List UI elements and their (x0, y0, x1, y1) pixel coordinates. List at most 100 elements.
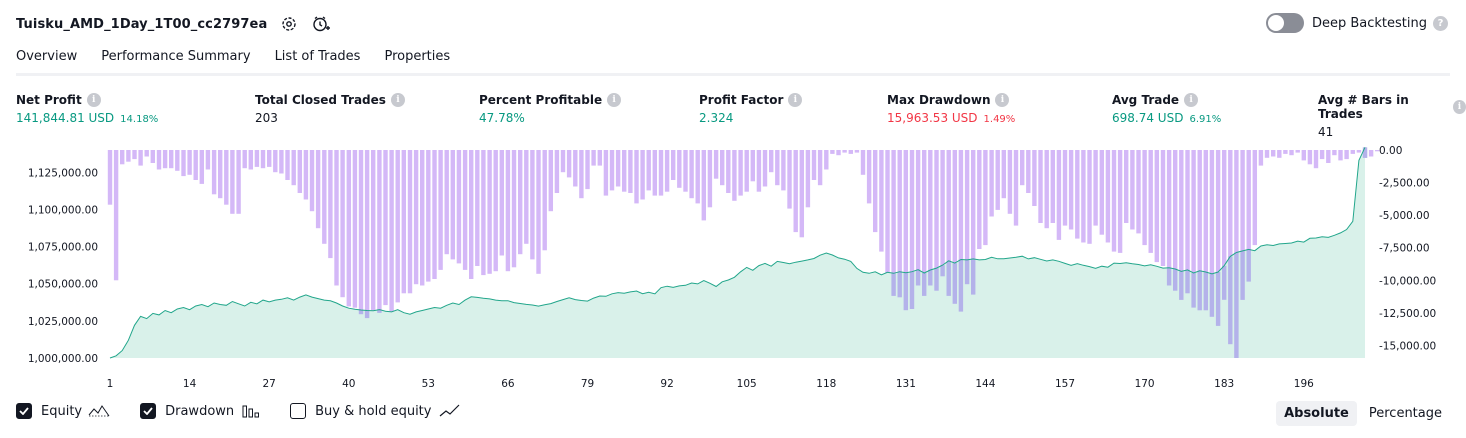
info-icon[interactable]: i (995, 93, 1010, 107)
drawdown-bar (591, 150, 596, 166)
metric-value: 698.74 USD (1112, 111, 1184, 125)
legend-buy-hold-equity[interactable]: Buy & hold equity (290, 403, 461, 419)
equity-checkbox[interactable] (16, 403, 32, 419)
tab-overview[interactable]: Overview (16, 48, 78, 76)
mode-absolute[interactable]: Absolute (1276, 401, 1357, 426)
drawdown-checkbox[interactable] (140, 403, 157, 419)
drawdown-tick-label: -5,000.00 (1379, 210, 1430, 222)
drawdown-bar (940, 150, 945, 277)
drawdown-bar (958, 150, 964, 312)
drawdown-bar (934, 150, 939, 291)
drawdown-bar (842, 150, 847, 153)
drawdown-bar (1105, 150, 1111, 243)
drawdown-bar (242, 150, 247, 169)
drawdown-bar (1179, 150, 1184, 300)
info-icon[interactable]: i (86, 93, 101, 107)
drawdown-bar (634, 150, 639, 204)
metric-label: Total Closed Trades (255, 93, 386, 107)
drawdown-bar (1252, 150, 1258, 246)
drawdown-bar (1001, 150, 1007, 199)
strategy-name: Tuisku_AMD_1Day_1T00_cc2797ea (16, 16, 268, 32)
metric-label: Avg # Bars in Trades (1318, 93, 1409, 121)
drawdown-bar-overlap (922, 273, 927, 296)
drawdown-bar (230, 150, 235, 214)
drawdown-bar (1332, 150, 1337, 156)
drawdown-bar (193, 150, 198, 180)
drawdown-bar (487, 150, 492, 274)
drawdown-bar (897, 150, 902, 298)
metric-net-profit: Net Profit i 141,844.81 USD 14.18% (16, 93, 158, 125)
drawdown-bar (169, 150, 174, 169)
drawdown-bar (1246, 150, 1251, 282)
info-icon[interactable]: i (1184, 93, 1199, 107)
drawdown-bar (836, 150, 841, 156)
equity-axis: 1,125,000.00 1,100,000.00 1,075,000.00 1,05… (28, 167, 98, 365)
drawdown-bar (420, 150, 425, 286)
equity-tick-label: 1,100,000.00 (28, 204, 98, 216)
drawdown-bar-overlap (946, 260, 951, 296)
info-icon[interactable]: i (1452, 100, 1466, 114)
drawdown-bar (701, 150, 707, 221)
tab-list-of-trades[interactable]: List of Trades (274, 49, 361, 64)
x-tick-label: 131 (896, 378, 916, 390)
drawdown-bar (1234, 150, 1239, 358)
drawdown-bar (371, 150, 376, 311)
drawdown-bar (652, 150, 658, 196)
drawdown-bar (1093, 150, 1098, 226)
legend-equity[interactable]: Equity (16, 403, 110, 419)
drawdown-bar (646, 150, 651, 191)
drawdown-bar (175, 150, 180, 171)
legend-drawdown[interactable]: Drawdown (140, 403, 260, 419)
settings-gear-icon[interactable] (279, 14, 299, 34)
drawdown-bar (885, 150, 890, 273)
drawdown-bar-overlap (1185, 269, 1190, 294)
metric-total-closed-trades: Total Closed Trades i 203 (255, 93, 405, 125)
drawdown-bar (438, 150, 443, 270)
tab-performance-summary[interactable]: Performance Summary (101, 49, 251, 64)
drawdown-tick-label: -15,000.00 (1379, 340, 1436, 352)
drawdown-bar-overlap (964, 259, 970, 285)
drawdown-bar-overlap (1197, 270, 1202, 311)
drawdown-bar (285, 150, 290, 180)
x-tick-label: 170 (1135, 378, 1155, 390)
drawdown-tick-label: -7,500.00 (1379, 243, 1430, 255)
drawdown-bar (1117, 150, 1123, 253)
metric-percent: 1.49% (983, 114, 1016, 125)
drawdown-bar (132, 150, 137, 160)
add-alert-clock-icon[interactable] (311, 14, 331, 34)
info-icon[interactable]: i (607, 93, 622, 107)
drawdown-bar (1209, 150, 1215, 317)
drawdown-bar (389, 150, 394, 312)
drawdown-bar (1344, 150, 1349, 160)
drawdown-bar (866, 150, 872, 204)
drawdown-bar (1044, 150, 1049, 229)
drawdown-bar (1356, 150, 1362, 153)
help-icon[interactable]: ? (1433, 15, 1448, 31)
drawdown-bar-overlap (909, 271, 915, 309)
metric-percent: 6.91% (1189, 114, 1222, 125)
drawdown-bar (291, 150, 296, 186)
drawdown-bar-overlap (1246, 249, 1251, 282)
info-icon[interactable]: i (390, 93, 405, 107)
equity-tick-label: 1,075,000.00 (28, 242, 98, 254)
drawdown-bar (566, 150, 572, 178)
drawdown-bar (989, 150, 994, 217)
drawdown-bar (1197, 150, 1202, 311)
drawdown-bar (1130, 150, 1135, 230)
mode-percentage[interactable]: Percentage (1368, 406, 1442, 421)
buy-hold-checkbox[interactable] (290, 403, 307, 419)
drawdown-bar-overlap (928, 270, 933, 286)
drawdown-axis: 0.00 -2,500.00 -5,000.00 -7,500.00 -10,000.0… (1379, 145, 1436, 352)
info-icon[interactable]: i (788, 93, 803, 107)
deep-backtesting-toggle[interactable] (1265, 13, 1304, 33)
drawdown-bar (732, 150, 737, 201)
x-tick-label: 196 (1294, 378, 1314, 390)
drawdown-bars (107, 150, 1380, 358)
metric-value: 47.78% (479, 111, 525, 125)
drawdown-bar-overlap (1240, 250, 1245, 300)
drawdown-bar (187, 150, 192, 175)
metric-profit-factor: Profit Factor i 2.324 (699, 93, 803, 125)
drawdown-bar (873, 150, 878, 233)
drawdown-bar-overlap (1215, 272, 1221, 326)
tab-properties[interactable]: Properties (384, 49, 451, 64)
